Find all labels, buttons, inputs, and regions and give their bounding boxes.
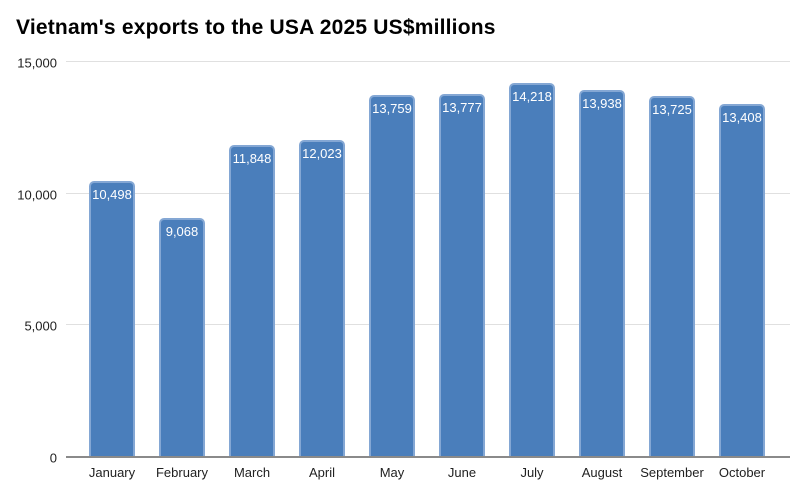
y-tick-label: 10,000: [17, 187, 57, 203]
bar-column-june: 13,777 June: [427, 62, 497, 480]
bar-column-september: 13,725 September: [637, 62, 707, 480]
bar-column-january: 10,498 January: [77, 62, 147, 480]
bar-column-july: 14,218 July: [497, 62, 567, 480]
plot-area: 0 5,000 10,000 15,000 10,498 January 9,068 Feb…: [17, 56, 790, 480]
bar-october: 13,408: [719, 103, 765, 457]
bar-value-label: 13,408: [722, 109, 762, 125]
bar-column-march: 11,848 March: [217, 62, 287, 480]
x-tick-label: June: [447, 465, 477, 480]
bar-column-february: 9,068 February: [147, 62, 217, 480]
bar-april: 12,023: [299, 140, 345, 457]
y-tick-label: 5,000: [24, 318, 57, 334]
bar-september: 13,725: [649, 95, 695, 457]
bar-august: 13,938: [579, 89, 625, 457]
chart-title: Vietnam's exports to the USA 2025 US$mil…: [16, 16, 496, 39]
bars-row: 10,498 January 9,068 February 11,848 March 12,…: [77, 62, 777, 480]
bar-july: 14,218: [509, 82, 555, 457]
x-tick-label: March: [233, 465, 271, 480]
x-tick-label: October: [718, 465, 766, 480]
bar-value-label: 13,759: [372, 100, 412, 116]
bar-march: 11,848: [229, 145, 275, 457]
x-tick-label: January: [88, 465, 136, 480]
bar-value-label: 11,848: [232, 151, 272, 167]
x-tick-label: April: [308, 465, 335, 480]
x-axis-line: [66, 456, 790, 458]
bar-value-label: 14,218: [512, 88, 552, 104]
gridline-5000: [66, 324, 790, 326]
x-tick-label: August: [581, 465, 623, 480]
bar-column-august: 13,938 August: [567, 62, 637, 480]
x-tick-label: May: [379, 465, 405, 480]
bar-value-label: 13,725: [652, 101, 692, 117]
bar-june: 13,777: [439, 94, 485, 457]
y-tick-label: 15,000: [17, 55, 57, 71]
x-tick-label: July: [520, 465, 544, 480]
bar-column-may: 13,759 May: [357, 62, 427, 480]
bar-value-label: 10,498: [92, 186, 132, 202]
bar-value-label: 9,068: [165, 224, 199, 240]
bar-column-april: 12,023 April: [287, 62, 357, 480]
y-tick-label: 0: [49, 450, 57, 466]
gridline-10000: [66, 192, 790, 194]
x-tick-label: February: [155, 465, 209, 480]
bar-value-label: 13,938: [582, 95, 622, 111]
bar-column-october: 13,408 October: [707, 62, 777, 480]
x-tick-label: September: [640, 465, 704, 480]
bar-may: 13,759: [369, 94, 415, 457]
bar-february: 9,068: [159, 218, 205, 457]
gridline-15000: [66, 61, 790, 62]
bar-value-label: 13,777: [442, 100, 482, 116]
bar-value-label: 12,023: [302, 146, 342, 162]
bar-january: 10,498: [89, 180, 135, 457]
